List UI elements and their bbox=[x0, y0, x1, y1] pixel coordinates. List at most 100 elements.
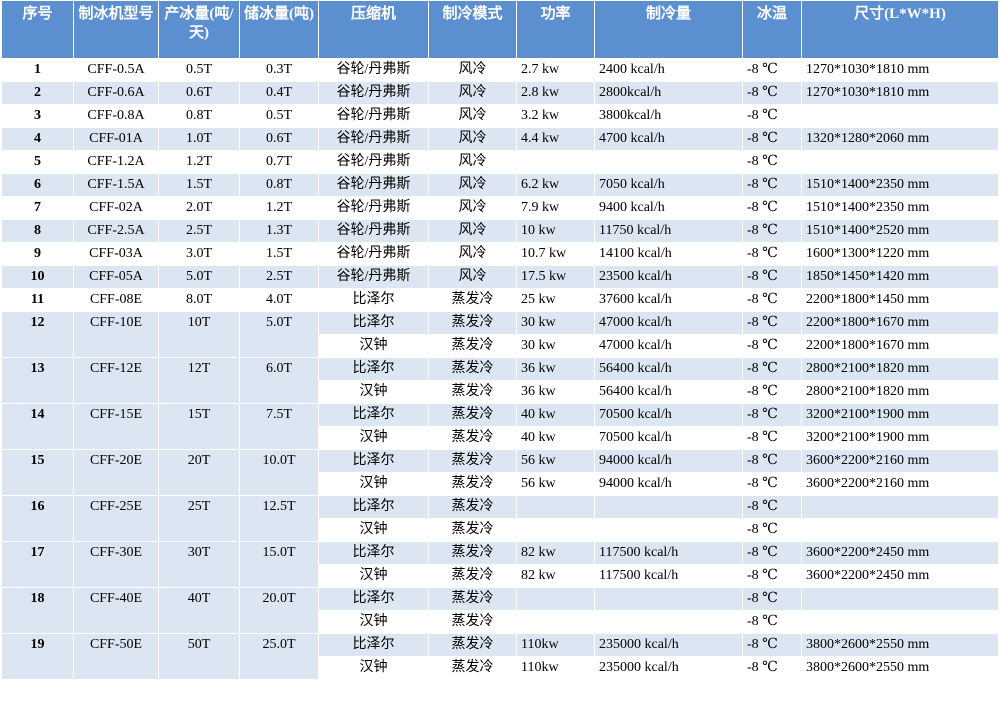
no-cell: 10 bbox=[1, 265, 74, 289]
compressor-cell: 汉钟 bbox=[318, 564, 429, 588]
table-row: 8 CFF-2.5A 2.5T 1.3T 谷轮/丹弗斯 风冷 10 kw 11750 kcal… bbox=[1, 219, 999, 243]
power-cell: 56 kw bbox=[516, 472, 595, 496]
temp-cell: -8 ℃ bbox=[742, 564, 802, 588]
table-row: 17 CFF-30E 30T 15.0T 比泽尔 蒸发冷 82 kw 117500 kcal/… bbox=[1, 541, 999, 588]
storage-cell: 1.2T bbox=[239, 196, 319, 220]
capacity-cell bbox=[594, 518, 743, 542]
mode-cell: 蒸发冷 bbox=[428, 541, 517, 565]
storage-cell: 15.0T bbox=[239, 541, 319, 588]
compressor-cell: 比泽尔 bbox=[318, 541, 429, 565]
model-cell: CFF-15E bbox=[73, 403, 159, 450]
power-cell: 2.7 kw bbox=[516, 58, 595, 82]
no-cell: 9 bbox=[1, 242, 74, 266]
capacity-cell: 70500 kcal/h bbox=[594, 403, 743, 427]
capacity-cell bbox=[594, 150, 743, 174]
table-row: 汉钟 蒸发冷 36 kw 56400 kcal/h -8 ℃ 2800*2100*1820… bbox=[2, 380, 999, 404]
storage-cell: 0.6T bbox=[239, 127, 319, 151]
model-cell: CFF-50E bbox=[73, 633, 159, 680]
power-cell bbox=[516, 587, 595, 611]
mode-cell: 蒸发冷 bbox=[428, 633, 517, 657]
compressor-cell: 谷轮/丹弗斯 bbox=[318, 104, 429, 128]
compressor-cell: 谷轮/丹弗斯 bbox=[318, 242, 429, 266]
no-cell: 12 bbox=[1, 311, 74, 358]
capacity-cell: 56400 kcal/h bbox=[594, 357, 743, 381]
size-cell: 1600*1300*1220 mm bbox=[801, 242, 999, 266]
temp-cell: -8 ℃ bbox=[742, 196, 802, 220]
no-cell: 11 bbox=[1, 288, 74, 312]
table-row: 6 CFF-1.5A 1.5T 0.8T 谷轮/丹弗斯 风冷 6.2 kw 7050 kcal… bbox=[1, 173, 999, 197]
temp-cell: -8 ℃ bbox=[742, 104, 802, 128]
mode-cell: 蒸发冷 bbox=[428, 656, 517, 680]
output-cell: 10T bbox=[158, 311, 240, 358]
power-cell: 10.7 kw bbox=[516, 242, 595, 266]
compressor-cell: 谷轮/丹弗斯 bbox=[318, 150, 429, 174]
compressor-cell: 汉钟 bbox=[318, 472, 429, 496]
size-cell: 2200*1800*1670 mm bbox=[801, 311, 999, 335]
size-cell bbox=[801, 495, 999, 519]
model-cell: CFF-2.5A bbox=[73, 219, 159, 243]
power-cell: 17.5 kw bbox=[516, 265, 595, 289]
compressor-cell: 比泽尔 bbox=[318, 288, 429, 312]
temp-cell: -8 ℃ bbox=[742, 242, 802, 266]
mode-cell: 风冷 bbox=[428, 173, 517, 197]
output-cell: 12T bbox=[158, 357, 240, 404]
capacity-cell: 11750 kcal/h bbox=[594, 219, 743, 243]
storage-cell: 0.4T bbox=[239, 81, 319, 105]
capacity-cell bbox=[594, 495, 743, 519]
size-cell: 3600*2200*2160 mm bbox=[801, 449, 999, 473]
model-cell: CFF-05A bbox=[73, 265, 159, 289]
size-cell bbox=[801, 587, 999, 611]
output-cell: 20T bbox=[158, 449, 240, 496]
power-cell bbox=[516, 495, 595, 519]
power-cell: 110kw bbox=[516, 633, 595, 657]
compressor-cell: 汉钟 bbox=[318, 610, 429, 634]
temp-cell: -8 ℃ bbox=[742, 219, 802, 243]
size-cell: 2800*2100*1820 mm bbox=[801, 380, 999, 404]
compressor-cell: 汉钟 bbox=[318, 518, 429, 542]
size-cell: 1320*1280*2060 mm bbox=[801, 127, 999, 151]
output-cell: 40T bbox=[158, 587, 240, 634]
output-cell: 0.8T bbox=[158, 104, 240, 128]
size-cell: 3600*2200*2450 mm bbox=[801, 541, 999, 565]
compressor-cell: 谷轮/丹弗斯 bbox=[318, 81, 429, 105]
capacity-cell: 235000 kcal/h bbox=[594, 656, 743, 680]
table-row: 3 CFF-0.8A 0.8T 0.5T 谷轮/丹弗斯 风冷 3.2 kw 3800kcal/… bbox=[1, 104, 999, 128]
size-cell bbox=[801, 518, 999, 542]
storage-cell: 7.5T bbox=[239, 403, 319, 450]
model-cell: CFF-03A bbox=[73, 242, 159, 266]
compressor-cell: 比泽尔 bbox=[318, 495, 429, 519]
header-cell: 功率 bbox=[516, 0, 595, 59]
size-cell: 1510*1400*2350 mm bbox=[801, 196, 999, 220]
model-cell: CFF-40E bbox=[73, 587, 159, 634]
no-cell: 7 bbox=[1, 196, 74, 220]
no-cell: 15 bbox=[1, 449, 74, 496]
temp-cell: -8 ℃ bbox=[742, 403, 802, 427]
temp-cell: -8 ℃ bbox=[742, 449, 802, 473]
output-cell: 25T bbox=[158, 495, 240, 542]
mode-cell: 蒸发冷 bbox=[428, 334, 517, 358]
storage-cell: 1.5T bbox=[239, 242, 319, 266]
table-row: 13 CFF-12E 12T 6.0T 比泽尔 蒸发冷 36 kw 56400 kcal/h -… bbox=[1, 357, 999, 404]
mode-cell: 蒸发冷 bbox=[428, 357, 517, 381]
storage-cell: 6.0T bbox=[239, 357, 319, 404]
output-cell: 0.6T bbox=[158, 81, 240, 105]
header-cell: 尺寸(L*W*H) bbox=[801, 0, 999, 59]
model-cell: CFF-1.2A bbox=[73, 150, 159, 174]
header-cell: 序号 bbox=[1, 0, 74, 59]
no-cell: 19 bbox=[1, 633, 74, 680]
temp-cell: -8 ℃ bbox=[742, 610, 802, 634]
output-cell: 1.0T bbox=[158, 127, 240, 151]
capacity-cell: 7050 kcal/h bbox=[594, 173, 743, 197]
mode-cell: 蒸发冷 bbox=[428, 564, 517, 588]
no-cell: 8 bbox=[1, 219, 74, 243]
storage-cell: 0.8T bbox=[239, 173, 319, 197]
header-cell: 冰温 bbox=[742, 0, 802, 59]
capacity-cell: 94000 kcal/h bbox=[594, 449, 743, 473]
mode-cell: 蒸发冷 bbox=[428, 288, 517, 312]
power-cell: 6.2 kw bbox=[516, 173, 595, 197]
capacity-cell: 70500 kcal/h bbox=[594, 426, 743, 450]
mode-cell: 风冷 bbox=[428, 58, 517, 82]
capacity-cell: 2800kcal/h bbox=[594, 81, 743, 105]
no-cell: 4 bbox=[1, 127, 74, 151]
